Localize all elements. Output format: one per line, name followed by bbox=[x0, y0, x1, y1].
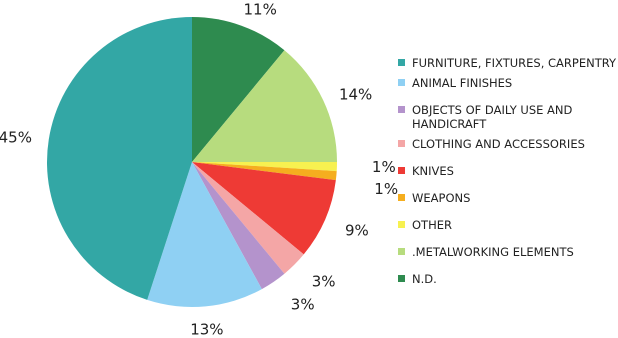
slice-value-label: 45% bbox=[0, 128, 32, 146]
legend: FURNITURE, FIXTURES, CARPENTRY ANIMAL FIN… bbox=[398, 56, 616, 299]
pie-slice-furniture-fixtures-carpentry bbox=[47, 17, 193, 300]
slice-value-label: 3% bbox=[291, 296, 315, 314]
legend-label: FURNITURE, FIXTURES, CARPENTRY bbox=[412, 56, 617, 70]
pie-slice-animal-finishes bbox=[147, 162, 262, 307]
pie-slice-objects-of-daily-use-and-handicraft bbox=[192, 162, 285, 290]
legend-swatch bbox=[398, 140, 405, 147]
legend-swatch bbox=[398, 248, 405, 255]
legend-item: CLOTHING AND ACCESSORIES bbox=[398, 137, 616, 151]
legend-item: OTHER bbox=[398, 218, 616, 232]
legend-item: N.D. bbox=[398, 272, 616, 286]
slice-value-label: 3% bbox=[312, 273, 336, 291]
pie-slices bbox=[47, 17, 337, 307]
legend-label: OTHER bbox=[412, 218, 452, 232]
legend-item: ANIMAL FINISHES bbox=[398, 76, 616, 90]
legend-swatch bbox=[398, 79, 405, 86]
legend-swatch bbox=[398, 106, 405, 113]
pie-slice-knives bbox=[192, 162, 336, 255]
slice-value-label: 9% bbox=[345, 222, 369, 240]
pie-slice-metalworking-elements bbox=[192, 50, 337, 162]
pie-slice-other bbox=[192, 162, 337, 172]
legend-swatch bbox=[398, 167, 405, 174]
slice-value-label: 11% bbox=[244, 0, 277, 18]
legend-item: OBJECTS OF DAILY USE AND HANDICRAFT bbox=[398, 103, 616, 131]
slice-value-label: 1% bbox=[372, 158, 396, 176]
slice-value-label: 14% bbox=[339, 86, 372, 104]
legend-item: KNIVES bbox=[398, 164, 616, 178]
legend-swatch bbox=[398, 221, 405, 228]
pie-slice-weapons bbox=[192, 162, 337, 181]
legend-label: OBJECTS OF DAILY USE AND HANDICRAFT bbox=[412, 103, 573, 131]
legend-label: KNIVES bbox=[412, 164, 454, 178]
pie-slice-clothing-and-accessories bbox=[192, 162, 304, 274]
legend-label: .METALWORKING ELEMENTS bbox=[412, 245, 574, 259]
legend-swatch bbox=[398, 59, 405, 66]
slice-value-label: 1% bbox=[374, 180, 398, 198]
legend-item: FURNITURE, FIXTURES, CARPENTRY bbox=[398, 56, 616, 70]
legend-item: .METALWORKING ELEMENTS bbox=[398, 245, 616, 259]
legend-label: N.D. bbox=[412, 272, 437, 286]
pie-value-labels: 11% 14% 1% 1% 9% 3% 3% 13% 45% bbox=[0, 0, 398, 338]
legend-label: CLOTHING AND ACCESSORIES bbox=[412, 137, 585, 151]
legend-label: ANIMAL FINISHES bbox=[412, 76, 513, 90]
legend-swatch bbox=[398, 194, 405, 201]
legend-swatch bbox=[398, 275, 405, 282]
slice-value-label: 13% bbox=[190, 320, 223, 338]
legend-label: WEAPONS bbox=[412, 191, 471, 205]
legend-item: WEAPONS bbox=[398, 191, 616, 205]
pie-slice-n-d bbox=[192, 17, 285, 162]
